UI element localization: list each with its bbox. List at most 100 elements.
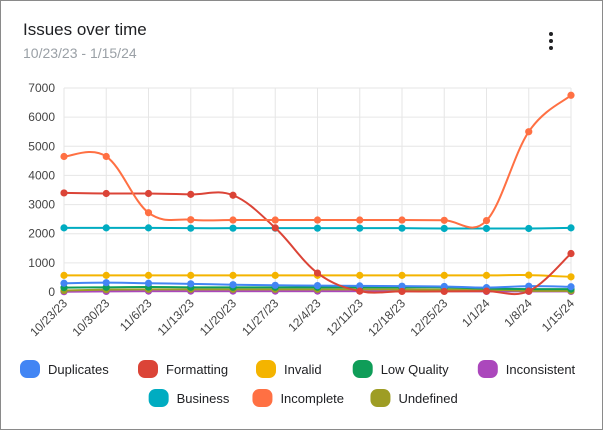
data-point (187, 224, 195, 232)
more-vert-icon[interactable] (539, 29, 563, 53)
data-point (398, 224, 406, 232)
legend-swatch (477, 360, 498, 378)
data-point (144, 271, 153, 279)
y-tick-label: 4000 (28, 168, 55, 182)
data-point (482, 287, 491, 295)
x-tick-label: 12/11/23 (324, 296, 367, 339)
data-point (60, 271, 68, 279)
x-tick-label: 11/27/23 (239, 296, 282, 339)
data-point (440, 287, 448, 296)
legend-item-formatting: Formatting (138, 360, 228, 378)
data-point (356, 224, 364, 232)
x-tick-label: 1/15/24 (539, 296, 577, 334)
legend-item-business: Business (148, 389, 230, 407)
data-point (525, 282, 533, 290)
data-point (229, 224, 237, 232)
data-point (144, 209, 153, 217)
data-point (271, 224, 279, 232)
data-point (313, 216, 322, 224)
data-point (313, 281, 322, 290)
legend-swatch (256, 360, 276, 378)
legend-swatch (20, 360, 40, 378)
data-point (102, 279, 110, 287)
x-tick-label: 12/4/23 (285, 296, 323, 334)
data-point (313, 224, 322, 232)
data-point (271, 281, 279, 289)
legend-item-inconsistent: Inconsistent (477, 360, 576, 378)
data-point (356, 271, 364, 279)
data-point (567, 249, 575, 258)
data-point (482, 271, 491, 279)
data-point (567, 224, 575, 232)
data-point (60, 189, 68, 197)
data-point (102, 271, 110, 279)
data-point (60, 224, 68, 232)
data-point (102, 224, 110, 232)
data-point (440, 282, 448, 291)
x-tick-label: 1/1/24 (459, 296, 493, 330)
legend-swatch (370, 389, 391, 407)
data-point (102, 189, 110, 198)
legend-item-duplicates: Duplicates (20, 360, 109, 378)
data-point (229, 191, 237, 199)
data-point (398, 282, 406, 290)
chart-title: Issues over time (23, 20, 147, 39)
data-point (440, 216, 448, 224)
data-point (567, 273, 575, 281)
data-point (229, 271, 237, 279)
data-point (525, 271, 533, 279)
data-point (440, 224, 448, 233)
data-point (102, 152, 110, 161)
data-point (144, 189, 153, 198)
x-tick-label: 1/8/24 (501, 296, 535, 330)
data-point (271, 271, 279, 279)
data-point (271, 216, 279, 224)
data-point (567, 91, 575, 99)
legend-item-undefined: Undefined (370, 389, 458, 407)
legend-label: Business (177, 391, 230, 406)
data-point (356, 287, 364, 295)
x-tick-label: 11/20/23 (197, 296, 240, 339)
data-point (60, 279, 68, 287)
legend-item-invalid: Invalid (256, 360, 322, 378)
data-point (525, 224, 533, 233)
data-point (144, 279, 153, 287)
y-tick-label: 2000 (28, 227, 55, 241)
x-tick-label: 11/13/23 (155, 296, 198, 339)
data-point (187, 271, 195, 279)
legend-swatch (252, 389, 273, 407)
data-point (356, 282, 364, 290)
data-point (356, 216, 364, 224)
legend-swatch (148, 389, 169, 407)
y-tick-label: 3000 (28, 198, 55, 212)
series-formatting (60, 189, 575, 296)
data-point (187, 216, 195, 224)
data-point (482, 217, 491, 225)
series-business (60, 224, 575, 233)
data-point (313, 269, 322, 277)
x-tick-label: 11/6/23 (117, 296, 155, 334)
data-point (525, 128, 533, 136)
data-point (398, 216, 406, 224)
series-invalid (60, 271, 575, 281)
x-tick-label: 10/30/23 (69, 296, 112, 339)
y-tick-label: 5000 (28, 139, 55, 153)
data-point (398, 271, 406, 279)
data-point (482, 224, 491, 233)
data-point (144, 224, 153, 232)
chart-date-range: 10/23/23 - 1/15/24 (23, 45, 137, 61)
y-tick-label: 6000 (28, 110, 55, 124)
data-point (60, 152, 68, 161)
legend-label: Undefined (398, 391, 457, 406)
data-point (398, 287, 406, 296)
legend-label: Low Quality (381, 362, 449, 377)
data-point (440, 271, 448, 279)
y-tick-label: 0 (48, 285, 55, 299)
y-tick-label: 1000 (28, 256, 55, 270)
legend-label: Duplicates (48, 362, 109, 377)
data-point (187, 190, 195, 198)
legend-label: Formatting (166, 362, 228, 377)
legend-swatch (138, 360, 158, 378)
